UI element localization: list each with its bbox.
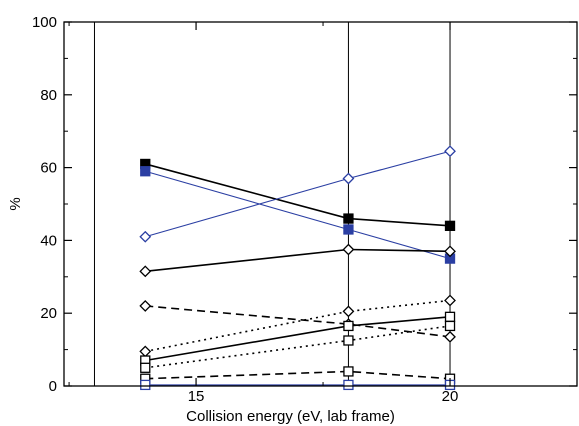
y-tick-label: 100: [32, 14, 57, 31]
series-7: [140, 311, 456, 366]
series-line: [145, 150, 451, 238]
y-tick-label: 0: [49, 378, 57, 395]
series-9: [140, 366, 456, 384]
data-point: [343, 224, 354, 235]
y-tick-label: 20: [40, 305, 57, 322]
data-point: [343, 379, 354, 391]
x-tick-label: 15: [188, 388, 205, 405]
x-tick-label: 20: [442, 388, 459, 405]
data-point: [342, 305, 355, 318]
series-3: [139, 145, 456, 243]
series-8: [140, 320, 456, 373]
series-line: [145, 305, 451, 338]
data-point: [139, 300, 152, 312]
series-line: [145, 325, 451, 369]
data-point: [444, 220, 456, 231]
data-point: [343, 335, 354, 346]
series-line: [145, 299, 451, 353]
data-point: [444, 294, 456, 307]
data-point: [140, 379, 151, 391]
y-axis-label: %: [7, 197, 24, 210]
data-point: [140, 362, 151, 373]
tick-labels: 0 20 40 60 80 100 15 20: [32, 14, 458, 405]
series-1: [140, 158, 456, 231]
series-2: [140, 166, 456, 264]
series-6: [139, 294, 456, 358]
data-point: [444, 245, 456, 258]
y-tick-label: 60: [40, 160, 57, 177]
data-point: [139, 230, 152, 243]
data-point: [444, 145, 456, 158]
data-point: [343, 213, 354, 224]
data-point: [342, 243, 355, 256]
axis-ticks: [64, 21, 578, 387]
series-4: [139, 243, 456, 278]
series-line: [145, 170, 451, 260]
data-point: [343, 320, 354, 332]
data-point: [343, 366, 354, 377]
y-tick-label: 40: [40, 232, 57, 249]
data-point: [444, 320, 456, 332]
data-point: [342, 172, 355, 185]
data-point: [444, 330, 456, 343]
data-point: [139, 345, 152, 358]
x-axis-label: Collision energy (eV, lab frame): [186, 408, 395, 425]
series-layer: [139, 145, 456, 391]
series-line: [145, 163, 451, 227]
y-tick-label: 80: [40, 87, 57, 104]
series-line: [145, 316, 451, 362]
series-line: [145, 370, 451, 380]
data-point: [444, 311, 456, 322]
data-point: [139, 265, 152, 278]
gridlines: [93, 22, 578, 386]
series-line: [145, 248, 451, 273]
data-point: [140, 166, 151, 177]
